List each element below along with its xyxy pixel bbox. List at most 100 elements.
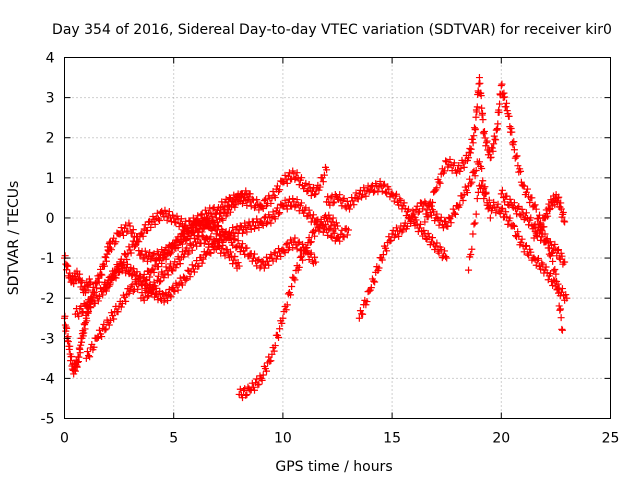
data-point bbox=[320, 171, 328, 179]
data-point bbox=[288, 283, 296, 291]
data-point bbox=[307, 191, 315, 199]
data-point bbox=[503, 213, 511, 221]
data-point bbox=[130, 233, 138, 241]
data-point bbox=[173, 212, 181, 220]
data-point bbox=[186, 273, 194, 281]
data-point bbox=[230, 256, 238, 264]
data-point bbox=[427, 202, 435, 210]
data-point bbox=[467, 250, 475, 258]
data-point bbox=[178, 281, 186, 289]
data-point bbox=[549, 257, 557, 265]
y-tick-label: 1 bbox=[46, 171, 55, 187]
data-point bbox=[255, 380, 263, 388]
data-point bbox=[429, 198, 437, 206]
x-tick-label: 15 bbox=[383, 431, 401, 447]
data-point bbox=[546, 206, 554, 214]
data-point bbox=[305, 181, 313, 189]
data-point bbox=[461, 183, 469, 191]
data-point bbox=[553, 198, 561, 206]
data-point bbox=[309, 211, 317, 219]
data-point bbox=[537, 265, 545, 273]
data-point bbox=[206, 216, 214, 224]
data-point bbox=[216, 230, 224, 238]
data-point bbox=[514, 204, 522, 212]
y-tick-label: 2 bbox=[46, 131, 55, 147]
data-point bbox=[158, 246, 166, 254]
data-point bbox=[218, 215, 226, 223]
data-point bbox=[534, 254, 542, 262]
data-point bbox=[149, 251, 157, 259]
data-point bbox=[267, 357, 275, 365]
data-point bbox=[343, 231, 351, 239]
data-point bbox=[275, 210, 283, 218]
data-point bbox=[376, 177, 384, 185]
data-point bbox=[385, 185, 393, 193]
data-point bbox=[441, 247, 449, 255]
data-point bbox=[102, 257, 110, 265]
data-point bbox=[472, 210, 480, 218]
data-point bbox=[441, 167, 449, 175]
data-point bbox=[546, 269, 554, 277]
data-point bbox=[124, 250, 132, 258]
data-point bbox=[493, 203, 501, 211]
data-point bbox=[236, 222, 244, 230]
data-point bbox=[531, 227, 539, 235]
data-point bbox=[496, 209, 504, 217]
data-point bbox=[425, 233, 433, 241]
data-point bbox=[481, 183, 489, 191]
data-point bbox=[211, 210, 219, 218]
data-point bbox=[145, 292, 153, 300]
data-point bbox=[122, 297, 130, 305]
data-point bbox=[492, 209, 500, 217]
data-point bbox=[283, 301, 291, 309]
data-point bbox=[489, 147, 497, 155]
y-tick-label: 3 bbox=[46, 91, 55, 107]
data-point bbox=[93, 334, 101, 342]
data-point bbox=[147, 223, 155, 231]
data-point bbox=[268, 254, 276, 262]
data-point bbox=[234, 237, 242, 245]
data-point bbox=[243, 201, 251, 209]
data-point bbox=[548, 249, 556, 257]
data-point bbox=[275, 245, 283, 253]
data-point bbox=[143, 293, 151, 301]
data-point bbox=[157, 277, 165, 285]
data-point bbox=[100, 262, 108, 270]
data-point bbox=[105, 282, 113, 290]
data-point bbox=[480, 127, 488, 135]
data-point bbox=[309, 184, 317, 192]
data-point bbox=[236, 248, 244, 256]
data-point bbox=[231, 203, 239, 211]
data-point bbox=[81, 325, 89, 333]
data-point bbox=[78, 277, 86, 285]
data-point bbox=[429, 234, 437, 242]
data-point bbox=[102, 325, 110, 333]
data-point bbox=[107, 309, 115, 317]
data-point bbox=[453, 169, 461, 177]
data-point bbox=[500, 89, 508, 97]
data-point bbox=[456, 201, 464, 209]
data-point bbox=[114, 308, 122, 316]
data-point bbox=[538, 223, 546, 231]
data-point bbox=[479, 116, 487, 124]
data-point bbox=[129, 226, 137, 234]
data-point bbox=[479, 109, 487, 117]
data-point bbox=[346, 205, 354, 213]
data-point bbox=[546, 238, 554, 246]
data-point bbox=[413, 202, 421, 210]
data-point bbox=[283, 179, 291, 187]
data-point bbox=[437, 245, 445, 253]
y-tick-label: 4 bbox=[46, 51, 55, 67]
data-point bbox=[127, 249, 135, 257]
data-point bbox=[344, 226, 352, 234]
data-point bbox=[217, 210, 225, 218]
data-point bbox=[378, 256, 386, 264]
data-point bbox=[531, 201, 539, 209]
data-point bbox=[98, 333, 106, 341]
data-point bbox=[70, 280, 78, 288]
data-point bbox=[555, 246, 563, 254]
data-point bbox=[442, 218, 450, 226]
data-point bbox=[497, 82, 505, 90]
data-point bbox=[443, 254, 451, 262]
grid-layer bbox=[64, 57, 611, 419]
